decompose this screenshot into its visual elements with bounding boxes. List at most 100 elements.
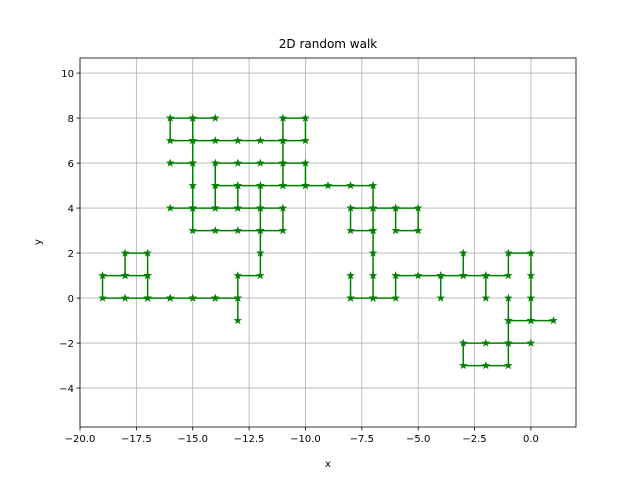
point-marker — [98, 271, 107, 280]
x-tick-label: −10.0 — [290, 434, 321, 445]
point-marker — [165, 293, 175, 302]
point-marker — [278, 181, 288, 190]
point-marker — [301, 181, 310, 190]
point-marker — [188, 203, 198, 212]
point-marker — [436, 293, 446, 302]
point-marker — [391, 271, 400, 280]
point-marker — [143, 248, 152, 257]
point-marker — [526, 248, 536, 257]
point-marker — [98, 293, 107, 302]
point-marker — [188, 136, 198, 145]
y-tick-label: −2 — [59, 339, 74, 350]
y-tick-label: 10 — [61, 69, 74, 80]
point-marker — [210, 226, 220, 235]
point-marker — [346, 271, 355, 280]
x-tick-label: −5.0 — [406, 434, 430, 445]
x-tick-label: −20.0 — [65, 434, 96, 445]
point-marker — [256, 136, 265, 145]
point-marker — [120, 248, 130, 257]
y-axis-label: y — [33, 239, 44, 245]
point-marker — [301, 113, 310, 122]
point-marker — [188, 158, 198, 167]
point-marker — [210, 136, 220, 145]
point-marker — [368, 271, 378, 280]
point-marker — [188, 293, 198, 302]
point-marker — [346, 203, 355, 212]
x-tick-label: −17.5 — [121, 434, 152, 445]
chart-title: 2D random walk — [279, 37, 378, 51]
point-marker — [504, 338, 513, 347]
point-marker — [210, 181, 220, 190]
point-marker — [526, 338, 536, 347]
point-marker — [256, 181, 265, 190]
point-marker — [413, 271, 423, 280]
point-marker — [256, 271, 265, 280]
point-marker — [210, 203, 220, 212]
point-marker — [436, 271, 446, 280]
point-marker — [526, 271, 536, 280]
point-marker — [165, 203, 175, 212]
y-tick-label: 4 — [68, 204, 74, 215]
point-marker — [481, 271, 491, 280]
point-marker — [526, 316, 536, 325]
point-marker — [413, 226, 423, 235]
point-marker — [188, 181, 198, 190]
point-marker — [256, 203, 265, 212]
x-tick-label: −2.5 — [462, 434, 486, 445]
y-tick-label: 0 — [68, 294, 74, 305]
point-marker — [278, 113, 288, 122]
point-marker — [278, 203, 288, 212]
point-marker — [233, 316, 243, 325]
point-marker — [278, 158, 288, 167]
point-marker — [210, 113, 220, 122]
point-marker — [256, 226, 265, 235]
point-marker — [391, 203, 400, 212]
point-marker — [165, 113, 175, 122]
point-marker — [368, 181, 378, 190]
point-marker — [504, 316, 513, 325]
point-marker — [143, 271, 152, 280]
point-marker — [233, 203, 243, 212]
x-tick-label: −7.5 — [350, 434, 374, 445]
point-marker — [165, 136, 175, 145]
point-marker — [391, 226, 400, 235]
point-marker — [210, 293, 220, 302]
point-marker — [458, 338, 468, 347]
point-marker — [481, 361, 491, 370]
point-marker — [120, 293, 130, 302]
x-tick-label: −12.5 — [234, 434, 265, 445]
point-marker — [346, 181, 355, 190]
y-tick-label: 8 — [68, 114, 74, 125]
point-marker — [256, 158, 265, 167]
plot-frame — [79, 57, 577, 428]
point-marker — [504, 361, 513, 370]
point-marker — [413, 203, 423, 212]
x-axis-label: x — [325, 459, 331, 470]
y-tick-label: 2 — [68, 249, 74, 260]
y-tick-label: 6 — [68, 159, 74, 170]
point-marker — [346, 226, 355, 235]
point-marker — [233, 226, 243, 235]
point-marker — [301, 158, 310, 167]
y-tick-label: −4 — [59, 384, 74, 395]
point-marker — [233, 181, 243, 190]
point-marker — [120, 271, 130, 280]
point-marker — [504, 293, 513, 302]
point-marker — [549, 316, 558, 325]
point-marker — [278, 226, 288, 235]
point-marker — [323, 181, 333, 190]
point-marker — [481, 293, 491, 302]
point-marker — [210, 158, 220, 167]
point-marker — [233, 293, 243, 302]
point-marker — [188, 226, 198, 235]
point-marker — [391, 293, 400, 302]
point-marker — [481, 338, 491, 347]
x-tick-label: 0.0 — [523, 434, 539, 445]
point-marker — [504, 248, 513, 257]
point-marker — [143, 293, 152, 302]
point-marker — [278, 136, 288, 145]
point-marker — [458, 361, 468, 370]
point-marker — [504, 271, 513, 280]
